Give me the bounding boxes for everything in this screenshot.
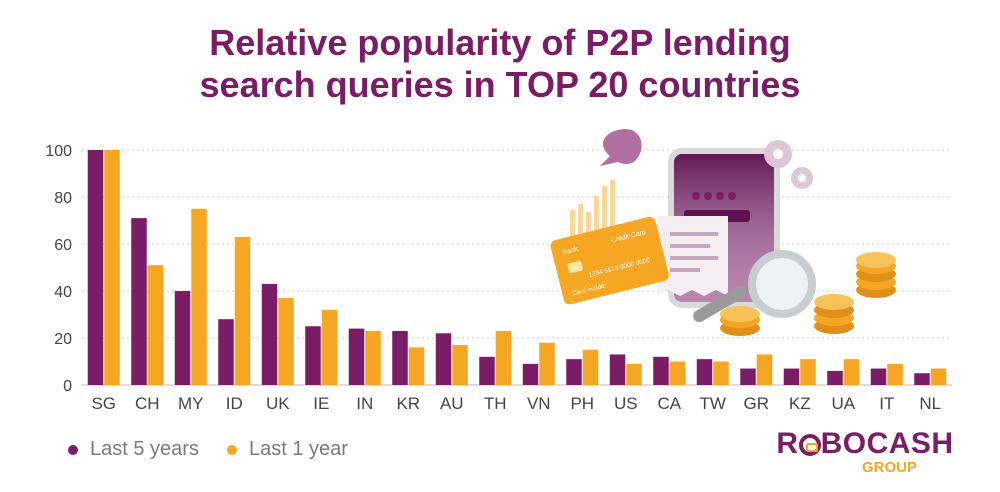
chart-title-line-2: search queries in TOP 20 countries: [199, 64, 801, 105]
x-tick-label: GR: [744, 394, 770, 413]
mini-chart-icon: [570, 180, 615, 250]
chart-title: Relative popularity of P2P lending searc…: [0, 22, 1000, 106]
legend-dot-last-1-year: [226, 444, 237, 455]
receipt-icon: [658, 216, 728, 296]
logo-letter-r: R: [776, 427, 799, 460]
bar-th-series-2: [495, 330, 512, 385]
chart-title-line-1: Relative popularity of P2P lending: [209, 22, 791, 63]
bar-tw-series-1: [696, 359, 713, 385]
x-tick-label: MY: [178, 394, 204, 413]
bar-ch-series-2: [147, 265, 164, 385]
legend-label-last-1-year: Last 1 year: [248, 438, 348, 460]
y-axis-ticks: 0 20 40 60 80 100: [45, 143, 72, 395]
x-tick-label: CH: [135, 394, 160, 413]
y-tick-label: 0: [63, 378, 72, 395]
bar-gr-series-1: [740, 368, 756, 385]
bar-ca-series-1: [653, 356, 669, 385]
bar-my-series-1: [174, 291, 191, 385]
bar-au-series-1: [435, 333, 452, 385]
logo-wordmark: R BOCASH: [770, 428, 960, 460]
bar-in-series-1: [348, 328, 365, 385]
y-tick-label: 40: [54, 284, 72, 301]
x-tick-label: TW: [700, 394, 726, 413]
bar-kz-series-2: [800, 359, 816, 385]
card-bank-label: Bank: [562, 246, 580, 257]
bar-us-series-2: [626, 363, 642, 385]
y-tick-label: 80: [54, 190, 72, 207]
robocash-logo: R BOCASH GROUP: [770, 428, 960, 476]
x-tick-label: TH: [484, 394, 507, 413]
bar-ie-series-2: [321, 309, 338, 385]
y-tick-label: 60: [54, 237, 72, 254]
bar-gr-series-2: [756, 354, 773, 385]
bars: [87, 150, 947, 385]
bar-sg-series-1: [87, 150, 104, 385]
legend-item-last-5-years: Last 5 years: [68, 438, 199, 461]
x-tick-label: KR: [396, 394, 420, 413]
y-tick-label: 100: [45, 143, 72, 160]
x-tick-label: ID: [226, 394, 243, 413]
coin-stack-icon: [856, 252, 896, 298]
bar-id-series-2: [234, 236, 251, 385]
x-tick-label: NL: [919, 394, 941, 413]
bar-tw-series-2: [713, 361, 729, 385]
x-tick-label: IE: [313, 394, 329, 413]
bar-my-series-2: [191, 208, 207, 385]
coin-stack-icon: [814, 294, 854, 334]
bar-kz-series-1: [783, 368, 800, 385]
bar-ph-series-1: [566, 359, 582, 385]
x-tick-label: UA: [831, 394, 855, 413]
bar-au-series-2: [452, 345, 468, 385]
bar-nl-series-2: [930, 368, 947, 385]
bar-in-series-2: [365, 330, 381, 385]
bar-ua-series-2: [843, 359, 860, 385]
legend: Last 5 years Last 1 year: [68, 438, 348, 461]
x-tick-label: UK: [266, 394, 290, 413]
magnifier-icon: [693, 250, 816, 322]
bar-ie-series-1: [305, 326, 321, 385]
credit-card-icon: Bank Credit Card 1234 5678 9000 0000 Car…: [550, 216, 669, 305]
x-tick-label: VN: [527, 394, 551, 413]
bar-it-series-1: [870, 368, 887, 385]
legend-item-last-1-year: Last 1 year: [226, 438, 348, 461]
x-tick-label: IN: [356, 394, 373, 413]
x-tick-label: PH: [570, 394, 594, 413]
logo-group-label: GROUP: [862, 459, 918, 476]
x-tick-label: US: [614, 394, 638, 413]
bar-ch-series-1: [131, 218, 147, 385]
bar-sg-series-2: [104, 150, 120, 385]
bar-ph-series-2: [582, 349, 599, 385]
x-tick-label: IT: [879, 394, 894, 413]
legend-label-last-5-years: Last 5 years: [90, 438, 199, 460]
gear-icon: [764, 140, 813, 189]
logo-letters: BOCASH: [820, 427, 954, 460]
x-tick-label: SG: [91, 394, 116, 413]
fintech-illustration: Bank Credit Card 1234 5678 9000 0000 Car…: [550, 128, 896, 336]
bar-ca-series-2: [669, 361, 686, 385]
x-tick-label: KZ: [789, 394, 811, 413]
y-tick-label: 20: [54, 331, 72, 348]
logo-o-icon: [798, 434, 821, 456]
bar-it-series-2: [887, 363, 903, 385]
bar-nl-series-1: [914, 373, 930, 385]
bar-vn-series-2: [539, 342, 555, 385]
x-tick-label: CA: [657, 394, 681, 413]
bar-ua-series-1: [827, 370, 843, 385]
bar-uk-series-2: [278, 298, 294, 385]
bar-vn-series-1: [522, 363, 539, 385]
bar-kr-series-2: [408, 347, 425, 385]
bar-th-series-1: [479, 356, 495, 385]
speech-bubble-icon: [600, 128, 642, 166]
bar-kr-series-1: [392, 330, 408, 385]
x-axis-ticks: SG CH MY ID UK IE IN KR AU TH VN PH US CA TW GR KZ UA IT NL: [91, 394, 941, 413]
legend-dot-last-5-years: [68, 444, 78, 455]
coin-stack-icon: [720, 306, 760, 336]
bar-uk-series-1: [261, 283, 278, 385]
x-tick-label: AU: [440, 394, 464, 413]
bar-us-series-1: [609, 354, 626, 385]
bar-id-series-1: [218, 319, 234, 385]
